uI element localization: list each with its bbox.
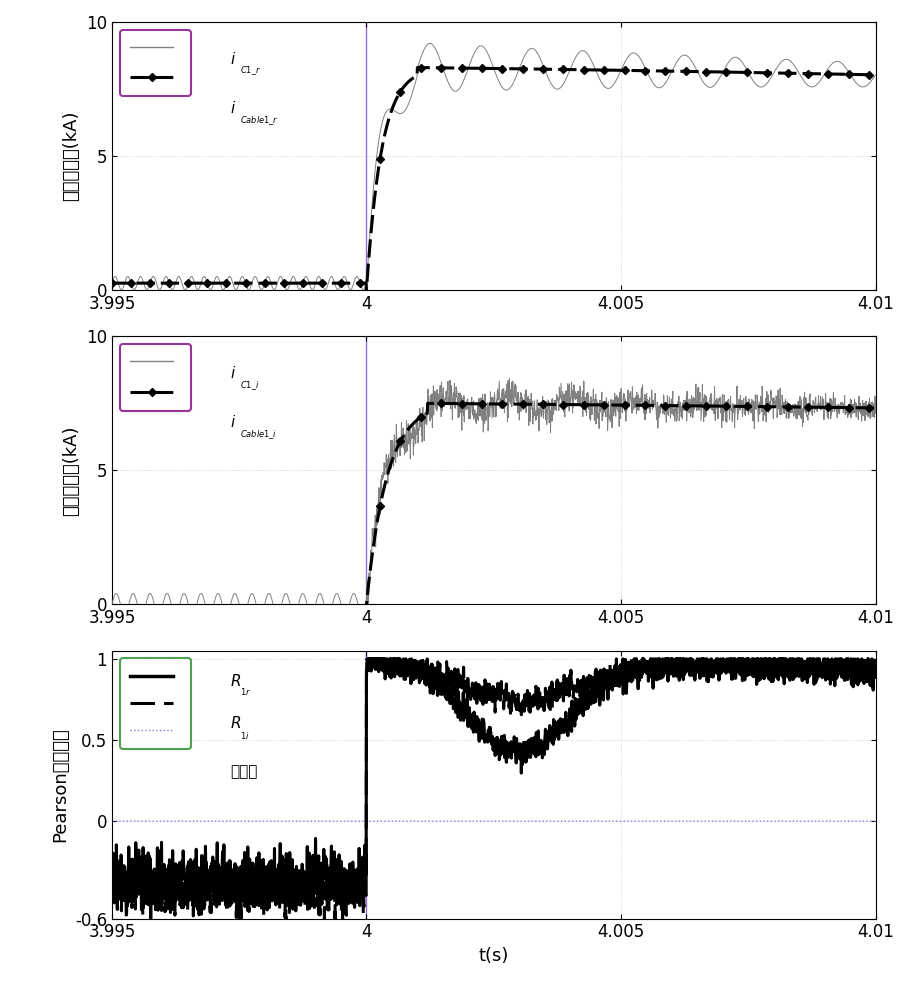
Text: 门槛值: 门槛值 xyxy=(230,765,257,780)
Text: $R$: $R$ xyxy=(230,673,242,689)
Text: $i$: $i$ xyxy=(230,365,236,381)
Text: $_{C1\_i}$: $_{C1\_i}$ xyxy=(240,379,260,392)
Y-axis label: 整流俧电流(kA): 整流俧电流(kA) xyxy=(63,111,80,201)
Text: $i$: $i$ xyxy=(230,100,236,116)
Legend: , : , xyxy=(120,30,192,96)
Text: $i$: $i$ xyxy=(230,51,236,67)
Y-axis label: Pearson相关系数: Pearson相关系数 xyxy=(52,727,69,842)
Legend: , : , xyxy=(120,344,192,411)
Legend: , , : , , xyxy=(120,658,192,749)
Y-axis label: 逃变俧电流(kA): 逃变俧电流(kA) xyxy=(63,425,80,516)
Text: $R$: $R$ xyxy=(230,715,242,731)
Text: $_{Cable1\_i}$: $_{Cable1\_i}$ xyxy=(240,428,277,441)
Text: $i$: $i$ xyxy=(230,414,236,430)
Text: $_{1r}$: $_{1r}$ xyxy=(240,685,252,698)
Text: $_{1i}$: $_{1i}$ xyxy=(240,728,250,741)
Text: $_{Cable1\_r}$: $_{Cable1\_r}$ xyxy=(240,114,279,127)
Text: $_{C1\_r}$: $_{C1\_r}$ xyxy=(240,65,261,78)
X-axis label: t(s): t(s) xyxy=(478,947,509,965)
